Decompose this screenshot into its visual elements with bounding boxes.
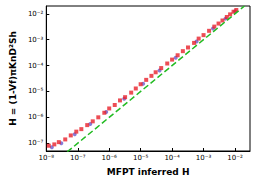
- svg-text:10⁻⁴: 10⁻⁴: [164, 154, 180, 162]
- svg-text:10⁻⁶: 10⁻⁶: [101, 154, 117, 162]
- svg-text:10⁻³: 10⁻³: [196, 154, 212, 162]
- svg-text:10⁻⁸: 10⁻⁸: [39, 154, 55, 162]
- svg-text:10⁻⁵: 10⁻⁵: [28, 87, 44, 95]
- svg-text:10⁻⁶: 10⁻⁶: [28, 113, 44, 121]
- svg-text:10⁻⁵: 10⁻⁵: [133, 154, 149, 162]
- svg-text:10⁻²: 10⁻²: [28, 10, 44, 18]
- svg-text:10⁻²: 10⁻²: [227, 154, 243, 162]
- svg-text:MFPT inferred H: MFPT inferred H: [107, 167, 190, 177]
- svg-text:10⁻⁷: 10⁻⁷: [28, 139, 44, 147]
- svg-text:10⁻⁷: 10⁻⁷: [70, 154, 86, 162]
- svg-text:10⁻³: 10⁻³: [28, 36, 44, 44]
- svg-text:H = (1-Vf)πKnD²Sh: H = (1-Vf)πKnD²Sh: [8, 31, 18, 126]
- svg-text:10⁻⁴: 10⁻⁴: [28, 62, 44, 70]
